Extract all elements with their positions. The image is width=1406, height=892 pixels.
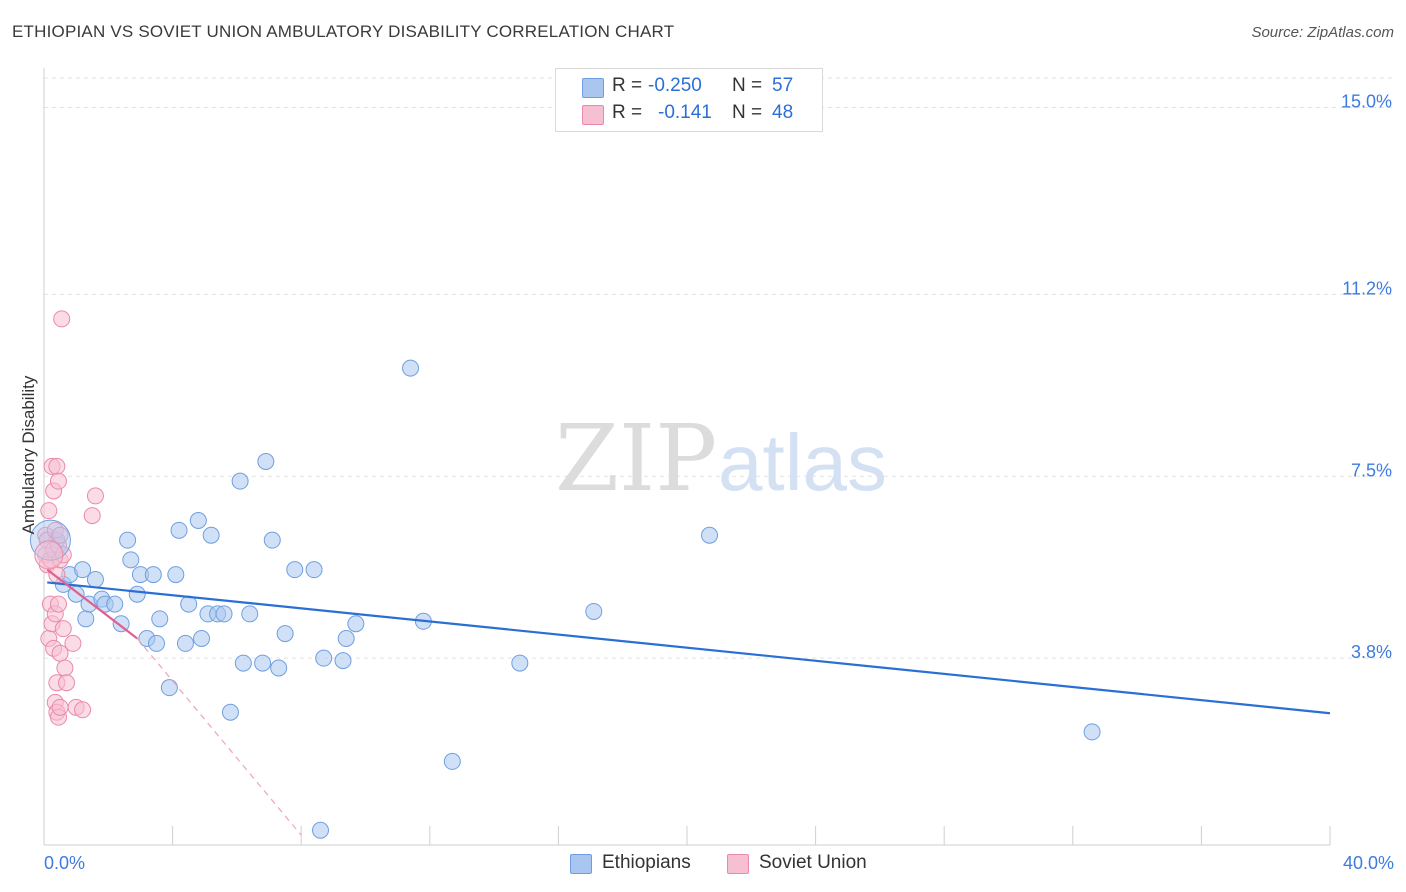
legend-r-value: -0.141 — [658, 102, 712, 123]
point-soviet-union — [56, 659, 74, 677]
y-axis-label: Ambulatory Disability — [19, 375, 38, 534]
data-points — [29, 310, 1101, 839]
y-tick-label: 15.0% — [1341, 92, 1392, 112]
watermark-zip: ZIP — [555, 405, 717, 512]
point-ethiopians — [257, 453, 275, 470]
point-ethiopians — [215, 605, 233, 623]
point-ethiopians — [315, 649, 333, 667]
trend-line-soviet-union — [46, 568, 138, 640]
point-ethiopians — [160, 679, 178, 697]
x-tick-label: 0.0% — [44, 853, 85, 873]
point-ethiopians — [585, 602, 603, 620]
point-ethiopians — [119, 531, 137, 549]
point-ethiopians — [122, 551, 140, 569]
x-tick-label: 40.0% — [1343, 853, 1394, 873]
point-ethiopians — [77, 610, 95, 628]
point-soviet-union — [64, 634, 82, 652]
point-ethiopians — [221, 703, 239, 721]
point-soviet-union — [40, 502, 58, 520]
point-ethiopians — [144, 566, 162, 584]
legend-r-label: R = — [612, 102, 643, 123]
trend-line-extension-soviet-union — [136, 638, 302, 836]
legend-n-label: N = — [732, 102, 763, 123]
point-ethiopians — [128, 585, 146, 603]
point-soviet-union — [74, 701, 92, 719]
grid-lines — [44, 77, 1392, 659]
point-ethiopians — [276, 625, 294, 643]
point-soviet-union — [34, 540, 64, 570]
legend-label-soviet-union: Soviet Union — [759, 852, 867, 873]
watermark-atlas: atlas — [718, 418, 887, 507]
point-ethiopians — [286, 561, 304, 579]
point-soviet-union — [83, 507, 101, 525]
legend-swatch-ethiopians — [570, 854, 592, 874]
point-ethiopians — [170, 521, 188, 539]
chart-source: Source: ZipAtlas.com — [1251, 24, 1394, 41]
point-ethiopians — [334, 652, 352, 670]
correlation-legend: R = -0.250 N = 57 R = -0.141 N = 48 — [555, 68, 823, 132]
point-ethiopians — [347, 615, 365, 633]
point-ethiopians — [106, 595, 124, 613]
point-soviet-union — [49, 472, 67, 490]
trend-lines — [46, 568, 1331, 836]
point-ethiopians — [148, 634, 166, 652]
y-tick-label: 3.8% — [1351, 642, 1392, 662]
chart-title: ETHIOPIAN VS SOVIET UNION AMBULATORY DIS… — [12, 22, 675, 41]
point-ethiopians — [151, 610, 169, 628]
tick-labels: 3.8% 7.5% 11.2% 15.0% 0.0% 40.0% — [44, 92, 1394, 874]
point-soviet-union — [54, 620, 72, 638]
point-ethiopians — [202, 526, 220, 544]
point-ethiopians — [231, 472, 249, 490]
point-soviet-union — [58, 674, 76, 692]
point-ethiopians — [189, 512, 207, 529]
point-ethiopians — [1083, 723, 1101, 741]
point-soviet-union — [48, 457, 66, 475]
point-ethiopians — [270, 659, 288, 677]
point-soviet-union — [51, 526, 69, 544]
legend-swatch-ethiopians — [582, 78, 604, 98]
point-ethiopians — [254, 654, 272, 672]
trend-line-ethiopians — [47, 581, 1331, 715]
legend-n-label: N = — [732, 75, 763, 96]
legend-swatch-soviet-union — [727, 854, 749, 874]
point-ethiopians — [263, 531, 281, 549]
y-tick-label: 11.2% — [1342, 278, 1392, 298]
point-ethiopians — [86, 571, 104, 588]
point-ethiopians — [443, 752, 461, 770]
point-soviet-union — [51, 698, 69, 716]
axes — [43, 68, 1331, 846]
point-ethiopians — [337, 630, 355, 647]
point-ethiopians — [701, 526, 719, 544]
legend-swatch-soviet-union — [582, 105, 604, 125]
legend-r-value: -0.250 — [648, 75, 702, 96]
legend-label-ethiopians: Ethiopians — [602, 852, 691, 873]
point-ethiopians — [176, 634, 194, 652]
point-ethiopians — [402, 359, 420, 377]
point-soviet-union — [49, 595, 67, 613]
legend-r-label: R = — [612, 75, 643, 96]
watermark: ZIP atlas — [555, 405, 887, 512]
point-ethiopians — [511, 654, 529, 672]
point-ethiopians — [241, 605, 259, 623]
point-soviet-union — [53, 310, 71, 328]
point-ethiopians — [74, 561, 92, 579]
point-ethiopians — [305, 561, 323, 579]
legend-n-value: 57 — [772, 75, 794, 96]
point-ethiopians — [234, 654, 252, 672]
point-ethiopians — [167, 566, 185, 584]
legend-n-value: 48 — [772, 102, 794, 123]
point-ethiopians — [193, 630, 211, 647]
point-soviet-union — [86, 487, 104, 505]
point-ethiopians — [112, 615, 130, 633]
y-tick-label: 7.5% — [1351, 460, 1392, 480]
point-ethiopians — [311, 821, 329, 839]
